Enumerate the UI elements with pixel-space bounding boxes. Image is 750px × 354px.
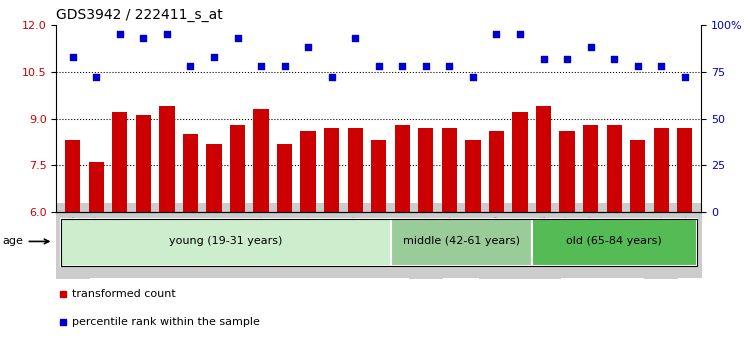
Point xyxy=(632,63,644,69)
Point xyxy=(208,54,220,59)
Bar xyxy=(391,218,532,266)
Bar xyxy=(136,115,151,212)
Point xyxy=(161,31,173,37)
Bar xyxy=(112,112,128,212)
Point xyxy=(232,35,244,41)
Text: transformed count: transformed count xyxy=(72,289,176,299)
Bar xyxy=(159,106,175,212)
Bar xyxy=(419,128,434,212)
Bar xyxy=(183,134,198,212)
Bar xyxy=(277,144,292,212)
Point xyxy=(278,63,290,69)
Bar xyxy=(465,141,481,212)
Bar xyxy=(254,109,268,212)
Text: old (65-84 years): old (65-84 years) xyxy=(566,236,662,246)
Text: age: age xyxy=(3,236,49,246)
Bar xyxy=(489,131,504,212)
Bar xyxy=(61,218,391,266)
Bar xyxy=(88,162,104,212)
Bar xyxy=(324,128,339,212)
Point xyxy=(490,31,502,37)
Bar xyxy=(560,131,574,212)
Bar xyxy=(536,106,551,212)
Bar xyxy=(230,125,245,212)
Text: middle (42-61 years): middle (42-61 years) xyxy=(403,236,520,246)
Point xyxy=(443,63,455,69)
Point xyxy=(608,56,620,61)
Text: GDS3942 / 222411_s_at: GDS3942 / 222411_s_at xyxy=(56,8,223,22)
Text: percentile rank within the sample: percentile rank within the sample xyxy=(72,317,260,327)
Point xyxy=(467,74,479,80)
Bar xyxy=(607,125,622,212)
Bar xyxy=(371,141,386,212)
Bar xyxy=(65,141,80,212)
Bar xyxy=(630,141,645,212)
Bar xyxy=(677,128,692,212)
Point xyxy=(656,63,668,69)
Point xyxy=(420,63,432,69)
Point xyxy=(302,45,314,50)
Text: young (19-31 years): young (19-31 years) xyxy=(169,236,283,246)
Bar xyxy=(512,112,528,212)
Bar xyxy=(394,125,410,212)
Point xyxy=(90,74,102,80)
Point xyxy=(514,31,526,37)
Point xyxy=(137,35,149,41)
Point xyxy=(373,63,385,69)
Bar xyxy=(206,144,221,212)
Bar xyxy=(347,128,363,212)
Point xyxy=(350,35,361,41)
Bar xyxy=(442,128,457,212)
Point xyxy=(584,45,596,50)
Point xyxy=(67,54,79,59)
Bar xyxy=(653,128,669,212)
Bar xyxy=(532,218,697,266)
Point xyxy=(114,31,126,37)
Point xyxy=(538,56,550,61)
Point xyxy=(255,63,267,69)
Bar xyxy=(583,125,598,212)
Point xyxy=(184,63,196,69)
Point xyxy=(679,74,691,80)
Point xyxy=(326,74,338,80)
Point xyxy=(561,56,573,61)
Point xyxy=(396,63,408,69)
Bar xyxy=(301,131,316,212)
